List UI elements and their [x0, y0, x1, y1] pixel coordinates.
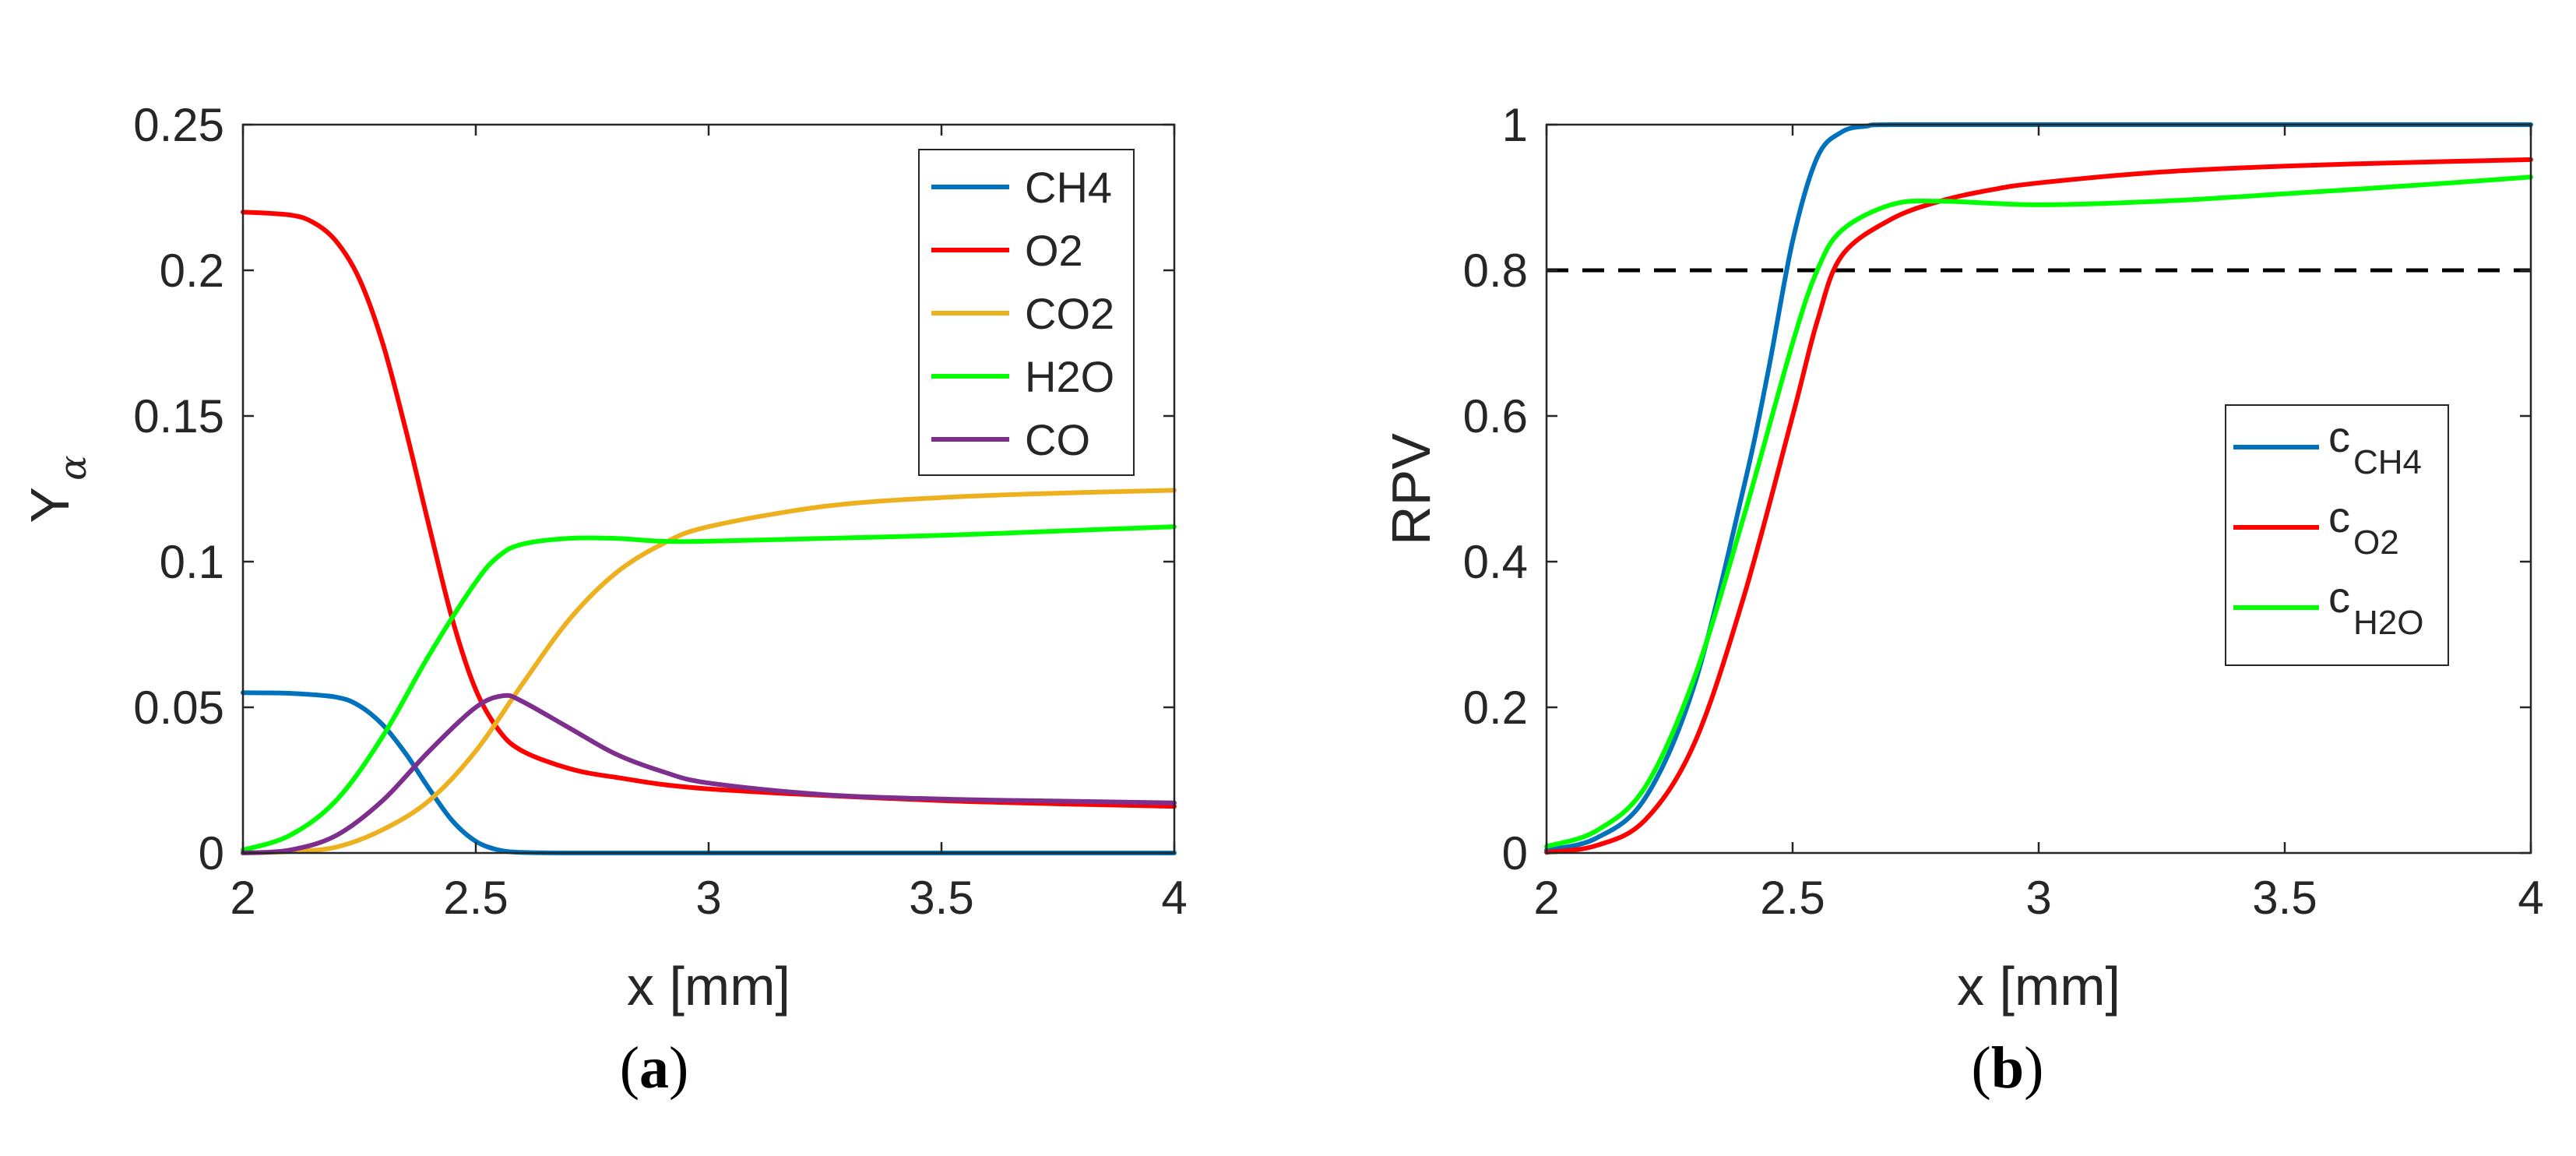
- chart-a-ytick-label: 0.25: [133, 99, 224, 151]
- chart-b-ticks-group: 2 2.5 3 3.5 4 0 0.2 0.4 0.6 0.8 1: [1463, 99, 2544, 924]
- chart-b-xtick-label: 2: [1533, 872, 1559, 924]
- chart-a-xtick-label: 3: [695, 872, 721, 924]
- chart-b-ytick-label: 0.8: [1463, 245, 1528, 297]
- chart-a-ylabel: Yα: [19, 455, 95, 523]
- chart-b-legend-entries: cCH4 cO2 cH2O: [2233, 412, 2423, 642]
- svg-text:Yα: Yα: [19, 455, 95, 523]
- chart-a-legend-label: CH4: [1025, 163, 1112, 212]
- chart-b-xtick-label: 3.5: [2252, 872, 2317, 924]
- chart-b-xlabel: x [mm]: [1957, 956, 2120, 1017]
- chart-b-series-c-o2: [1544, 157, 2533, 855]
- chart-b-ytick-label: 1: [1502, 99, 1528, 151]
- chart-a-legend-label: O2: [1025, 226, 1083, 275]
- chart-b-xtick-label: 3: [2025, 872, 2051, 924]
- chart-b-legend-label: cCH4: [2328, 412, 2422, 481]
- chart-a-series-co: [241, 693, 1177, 855]
- chart-a-legend-label: CO: [1025, 415, 1090, 464]
- chart-a-legend-label: CO2: [1025, 289, 1114, 338]
- chart-a-xtick-label: 3.5: [909, 872, 973, 924]
- chart-b: 2 2.5 3 3.5 400.20.40.60.81 x [mm] RPV cCH4c…: [1381, 99, 2544, 1101]
- chart-a-panel-label: (a): [620, 1035, 689, 1101]
- chart-a-xtick-label: 2.5: [443, 872, 508, 924]
- chart-a-ytick-label: 0.15: [133, 390, 224, 442]
- chart-b-ytick-label: 0: [1502, 827, 1528, 879]
- chart-b-legend-label: cO2: [2328, 492, 2399, 562]
- chart-a-xlabel: x [mm]: [627, 956, 790, 1017]
- chart-b-panel-label: (b): [1972, 1035, 2044, 1101]
- chart-a-ytick-label: 0.1: [160, 536, 224, 588]
- chart-a: 2 2.5 3 3.5 4 0 0.05 0.1 0.15 0.2 0.25 x [mm] Yα C…: [19, 99, 1188, 1101]
- chart-b-xtick-label: 2.5: [1760, 872, 1825, 924]
- chart-b-ylabel: RPV: [1381, 433, 1441, 545]
- chart-b-ytick-label: 0.6: [1463, 390, 1528, 442]
- chart-b-legend: cCH4 cO2 cH2O: [2225, 404, 2449, 666]
- chart-a-series-co2: [241, 488, 1177, 855]
- chart-a-legend-entries: CH4 O2 CO2 H2O CO: [931, 163, 1114, 464]
- chart-b-ytick-label: 0.2: [1463, 682, 1528, 734]
- chart-a-ylabel-main: Y: [19, 487, 80, 523]
- chart-a-ticks-group: 2 2.5 3 3.5 4 0 0.05 0.1 0.15 0.2 0.25: [133, 99, 1187, 924]
- chart-b-series-c-h2o: [1544, 174, 2533, 849]
- chart-a-legend: CH4 O2 CO2 H2O CO: [918, 149, 1135, 476]
- chart-a-xtick-label: 4: [1161, 872, 1187, 924]
- chart-a-legend-label: H2O: [1025, 352, 1114, 401]
- chart-a-xtick-label: 2: [230, 872, 255, 924]
- chart-a-ylabel-sub: α: [51, 455, 95, 480]
- chart-b-xtick-label: 4: [2518, 872, 2543, 924]
- chart-b-legend-label: cH2O: [2328, 573, 2423, 642]
- chart-b-ytick-label: 0.4: [1463, 536, 1528, 588]
- chart-a-ytick-label: 0.2: [160, 245, 224, 297]
- chart-a-series-h2o: [241, 524, 1177, 853]
- chart-a-ytick-label: 0: [199, 827, 224, 879]
- chart-a-ytick-label: 0.05: [133, 682, 224, 734]
